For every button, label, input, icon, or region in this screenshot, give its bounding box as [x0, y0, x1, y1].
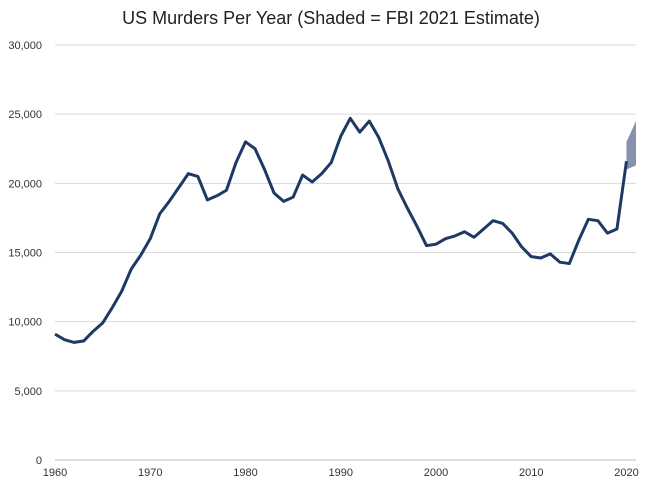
x-tick-label: 2020: [614, 467, 638, 479]
y-tick-label: 15,000: [8, 248, 42, 260]
x-tick-label: 1990: [328, 467, 352, 479]
x-tick-label: 2010: [519, 467, 543, 479]
grid-lines: [55, 44, 636, 461]
x-axis-tick-labels: 1960 1970 1980 1990 2000 2010 2020: [43, 467, 639, 479]
y-tick-label: 5,000: [14, 386, 42, 398]
series-line-layer: [54, 116, 628, 344]
y-tick-label: 30,000: [8, 40, 42, 52]
x-tick-label: 2000: [424, 467, 448, 479]
x-tick-label: 1970: [138, 467, 162, 479]
y-axis-tick-labels: 0 5,000 10,000 15,000 20,000 25,000 30,000: [8, 40, 42, 467]
estimate-band: [626, 121, 636, 170]
y-tick-label: 0: [36, 455, 42, 467]
y-tick-label: 10,000: [8, 317, 42, 329]
chart-title: US Murders Per Year (Shaded = FBI 2021 E…: [122, 8, 540, 28]
y-tick-label: 25,000: [8, 109, 42, 121]
y-tick-label: 20,000: [8, 178, 42, 190]
estimate-band-layer: [626, 121, 636, 170]
x-tick-label: 1980: [233, 467, 257, 479]
data-point-layer: [54, 117, 628, 344]
x-tick-label: 1960: [43, 467, 67, 479]
series-line: [54, 116, 628, 344]
